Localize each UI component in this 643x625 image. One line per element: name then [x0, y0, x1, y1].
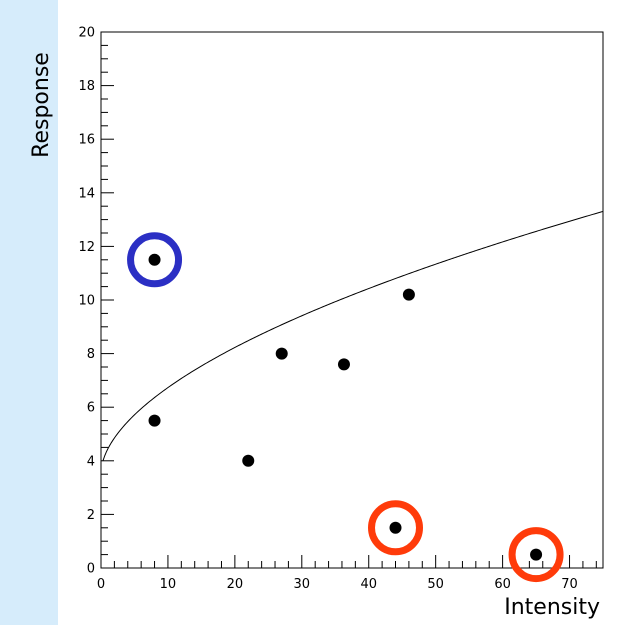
data-point [275, 347, 288, 360]
highlight-ring [127, 232, 183, 288]
y-tick-label: 6 [87, 401, 95, 416]
chart-canvas [58, 0, 643, 625]
x-tick-label: 40 [360, 577, 377, 592]
y-tick-label: 16 [78, 133, 95, 148]
x-tick-label: 30 [294, 577, 311, 592]
highlight-ring [508, 527, 564, 583]
x-axis-label: Intensity [504, 595, 600, 620]
y-tick-label: 18 [78, 79, 95, 94]
axis-ticks [100, 31, 597, 569]
data-point [148, 253, 161, 266]
x-tick-label: 70 [561, 577, 578, 592]
y-tick-label: 12 [78, 240, 95, 255]
y-tick-label: 0 [87, 562, 95, 577]
y-tick-label: 10 [78, 294, 95, 309]
axis-tick-labels: 0 10 20 30 40 50 60 70 0 2 4 6 8 10 12 14 16 18 20 [78, 26, 577, 593]
x-tick-label: 10 [160, 577, 177, 592]
x-tick-label: 60 [494, 577, 511, 592]
data-points [148, 253, 543, 561]
data-point [402, 288, 415, 301]
data-point [389, 521, 402, 534]
x-tick-label: 0 [97, 577, 105, 592]
x-tick-label: 50 [427, 577, 444, 592]
x-tick-label: 20 [227, 577, 244, 592]
y-tick-label: 14 [78, 186, 95, 201]
data-point [242, 454, 255, 467]
y-tick-label: 2 [87, 508, 95, 523]
data-point [148, 414, 161, 427]
highlight-circles [127, 232, 564, 583]
data-point [337, 358, 350, 371]
y-tick-label: 8 [87, 347, 95, 362]
y-tick-label: 4 [87, 454, 95, 469]
data-point [530, 548, 543, 561]
y-axis-label: Response [29, 52, 54, 158]
fit-curve [102, 210, 604, 461]
y-tick-label: 20 [78, 26, 95, 41]
highlight-ring [368, 500, 424, 556]
